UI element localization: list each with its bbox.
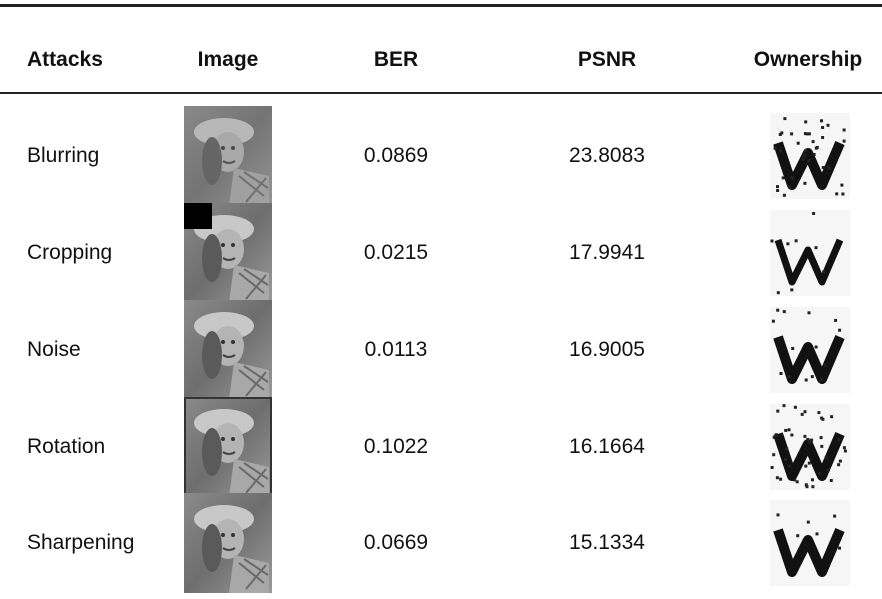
ownership-image [770,307,850,393]
attack-name: Blurring [27,144,99,168]
attack-name: Rotation [27,435,105,459]
psnr-value: 15.1334 [569,531,645,555]
attack-name: Noise [27,338,81,362]
header-cell: Ownership [754,48,863,72]
psnr-value: 16.1664 [569,435,645,459]
ownership-image [770,113,850,199]
ber-value: 0.0113 [365,338,428,362]
image-cell [184,106,272,211]
attacked-image [184,493,272,593]
ber-value: 0.1022 [364,435,428,459]
ownership-cell [770,404,850,495]
ownership-image [770,404,850,490]
ownership-cell [770,307,850,398]
attacked-image [184,203,272,303]
header-cell: PSNR [578,48,636,72]
image-cell [184,493,272,598]
attack-name: Cropping [27,241,112,265]
attack-name: Sharpening [27,531,134,555]
ownership-cell [770,210,850,301]
psnr-value: 16.9005 [569,338,645,362]
table-page: Attacks Image BER PSNR Ownership Blurrin… [0,0,882,599]
ber-value: 0.0869 [364,144,428,168]
header-cell: BER [374,48,418,72]
image-cell [184,203,272,308]
ownership-image [770,210,850,296]
top-rule [0,4,882,7]
psnr-value: 17.9941 [569,241,645,265]
attacked-image [184,106,272,206]
header-rule [0,92,882,94]
image-cell [184,397,272,502]
ber-value: 0.0215 [364,241,428,265]
ownership-cell [770,500,850,591]
attacked-image [184,397,272,497]
ber-value: 0.0669 [364,531,428,555]
psnr-value: 23.8083 [569,144,645,168]
ownership-image [770,500,850,586]
attacked-image [184,300,272,400]
header-cell: Image [198,48,259,72]
ownership-cell [770,113,850,204]
image-cell [184,300,272,405]
header-cell: Attacks [27,48,103,72]
